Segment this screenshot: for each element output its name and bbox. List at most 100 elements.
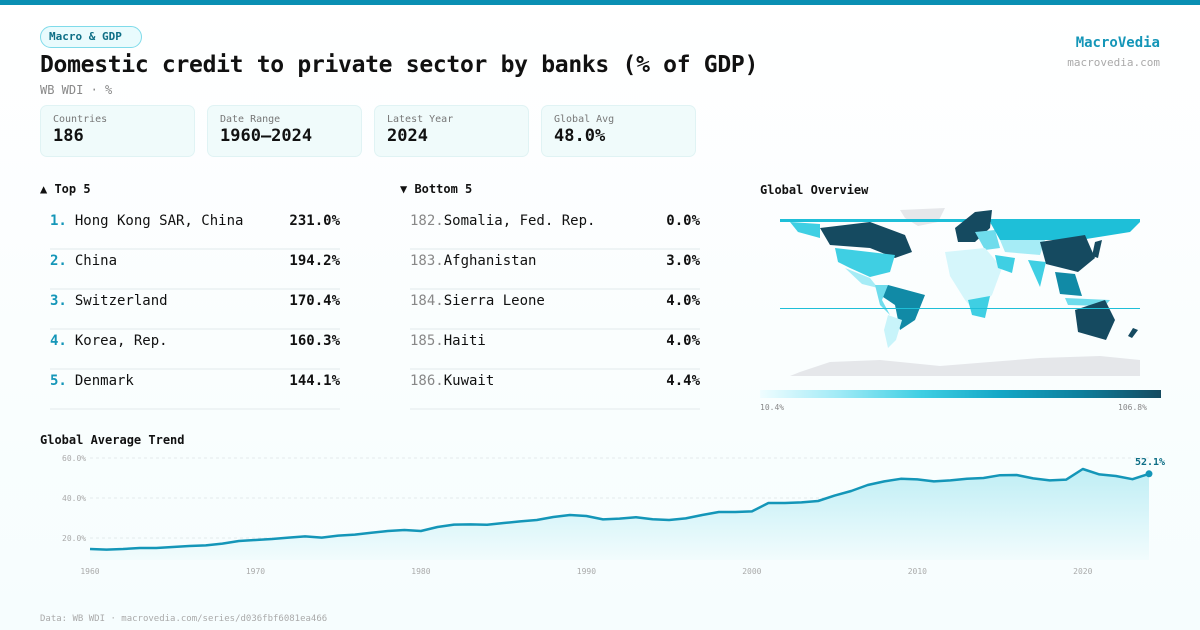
country-name: Sierra Leone bbox=[443, 293, 545, 309]
rank: 185. bbox=[410, 333, 444, 349]
trend-line bbox=[89, 467, 1150, 551]
top-list-item[interactable]: 4. Korea, Rep. 160.3% bbox=[50, 330, 340, 370]
rank: 2. bbox=[50, 253, 67, 269]
country-value: 160.3% bbox=[289, 333, 340, 349]
map-argentina bbox=[884, 315, 902, 348]
map-equator-line bbox=[780, 308, 1140, 309]
country-name: China bbox=[74, 253, 118, 269]
country-value: 4.0% bbox=[666, 333, 700, 349]
map-central-asia bbox=[1000, 240, 1045, 255]
brand-logo[interactable]: MacroVedia bbox=[1075, 35, 1160, 51]
top-list-item[interactable]: 3. Switzerland 170.4% bbox=[50, 290, 340, 330]
stat-card: Countries 186 bbox=[40, 105, 195, 157]
stat-value: 48.0% bbox=[554, 126, 606, 146]
map-eastern-europe bbox=[975, 230, 1000, 250]
rank: 184. bbox=[410, 293, 444, 309]
top5-heading: ▲ Top 5 bbox=[40, 182, 91, 196]
country-value: 4.4% bbox=[666, 373, 700, 389]
rank: 182. bbox=[410, 213, 444, 229]
country-name: Hong Kong SAR, China bbox=[74, 213, 244, 229]
country-name: Korea, Rep. bbox=[74, 333, 168, 349]
stat-label: Date Range bbox=[220, 114, 281, 125]
legend-max: 106.8% bbox=[1118, 403, 1147, 412]
rank: 186. bbox=[410, 373, 444, 389]
page-subtitle: WB WDI · % bbox=[40, 83, 113, 97]
map-antarctica bbox=[790, 356, 1140, 376]
trend-heading: Global Average Trend bbox=[40, 433, 185, 447]
country-value: 170.4% bbox=[289, 293, 340, 309]
y-tick-label: 20.0% bbox=[62, 534, 86, 543]
x-tick-label: 2020 bbox=[1073, 567, 1092, 576]
country-name: Denmark bbox=[74, 373, 134, 389]
bottom-list-item[interactable]: 183.Afghanistan 3.0% bbox=[410, 250, 700, 290]
country-name: Haiti bbox=[443, 333, 486, 349]
stat-label: Countries bbox=[53, 114, 108, 125]
x-tick-label: 2000 bbox=[742, 567, 761, 576]
world-map bbox=[780, 208, 1140, 376]
last-value-label: 52.1% bbox=[1135, 457, 1165, 468]
brand-url[interactable]: macrovedia.com bbox=[1067, 56, 1160, 69]
map-india bbox=[1028, 260, 1046, 287]
top-accent-bar bbox=[0, 0, 1200, 5]
stat-card: Global Avg 48.0% bbox=[541, 105, 696, 157]
country-name: Kuwait bbox=[443, 373, 495, 389]
map-greenland bbox=[900, 208, 945, 226]
map-alaska bbox=[790, 222, 820, 238]
country-value: 231.0% bbox=[289, 213, 340, 229]
map-south-america-west bbox=[875, 285, 890, 315]
country-value: 4.0% bbox=[666, 293, 700, 309]
map-brazil bbox=[880, 285, 925, 330]
rank: 183. bbox=[410, 253, 444, 269]
footer-source: Data: WB WDI · macrovedia.com/series/d03… bbox=[40, 614, 328, 624]
bottom-list-item[interactable]: 186.Kuwait 4.4% bbox=[410, 370, 700, 410]
country-name: Afghanistan bbox=[443, 253, 537, 269]
country-name: Switzerland bbox=[74, 293, 168, 309]
map-middle-east bbox=[995, 255, 1015, 273]
bottom5-heading: ▼ Bottom 5 bbox=[400, 182, 473, 196]
map-usa bbox=[835, 248, 895, 277]
top-list-item[interactable]: 2. China 194.2% bbox=[50, 250, 340, 290]
x-tick-label: 1990 bbox=[577, 567, 596, 576]
stat-value: 186 bbox=[53, 126, 84, 146]
rank: 1. bbox=[50, 213, 67, 229]
stat-label: Global Avg bbox=[554, 114, 615, 125]
map-southern-africa bbox=[968, 296, 990, 318]
last-point-marker bbox=[1145, 470, 1153, 478]
map-africa bbox=[945, 248, 1002, 312]
country-value: 3.0% bbox=[666, 253, 700, 269]
map-northern-band bbox=[780, 219, 1140, 222]
map-mexico bbox=[845, 268, 878, 288]
map-heading: Global Overview bbox=[760, 183, 869, 197]
stat-card: Latest Year 2024 bbox=[374, 105, 529, 157]
country-value: 194.2% bbox=[289, 253, 340, 269]
trend-chart: 20.0% 40.0% 60.0% 1960 1970 1980 1990 2000 2010 2… bbox=[62, 454, 1165, 576]
bottom-list-item[interactable]: 184.Sierra Leone 4.0% bbox=[410, 290, 700, 330]
map-australia bbox=[1075, 300, 1115, 340]
top-list-item[interactable]: 5. Denmark 144.1% bbox=[50, 370, 340, 410]
country-name: Somalia, Fed. Rep. bbox=[443, 213, 596, 229]
country-value: 144.1% bbox=[289, 373, 340, 389]
map-china bbox=[1040, 235, 1095, 272]
bottom-list-item[interactable]: 182.Somalia, Fed. Rep. 0.0% bbox=[410, 210, 700, 250]
map-southeast-asia bbox=[1055, 272, 1082, 296]
rank: 4. bbox=[50, 333, 67, 349]
rank: 3. bbox=[50, 293, 67, 309]
page-title: Domestic credit to private sector by ban… bbox=[40, 52, 759, 78]
stat-card: Date Range 1960–2024 bbox=[207, 105, 362, 157]
y-tick-label: 60.0% bbox=[62, 454, 86, 463]
stat-label: Latest Year bbox=[387, 114, 454, 125]
x-tick-label: 1980 bbox=[411, 567, 430, 576]
country-value: 0.0% bbox=[666, 213, 700, 229]
category-badge[interactable]: Macro & GDP bbox=[40, 26, 142, 48]
legend-min: 10.4% bbox=[760, 403, 785, 412]
map-canada bbox=[820, 222, 912, 258]
trend-area bbox=[90, 469, 1149, 560]
stat-value: 1960–2024 bbox=[220, 126, 313, 146]
stat-value: 2024 bbox=[387, 126, 428, 146]
map-new-zealand bbox=[1128, 328, 1138, 338]
map-japan bbox=[1092, 240, 1102, 258]
rank: 5. bbox=[50, 373, 67, 389]
top-list-item[interactable]: 1. Hong Kong SAR, China 231.0% bbox=[50, 210, 340, 250]
map-russia bbox=[990, 222, 1140, 240]
bottom-list-item[interactable]: 185.Haiti 4.0% bbox=[410, 330, 700, 370]
